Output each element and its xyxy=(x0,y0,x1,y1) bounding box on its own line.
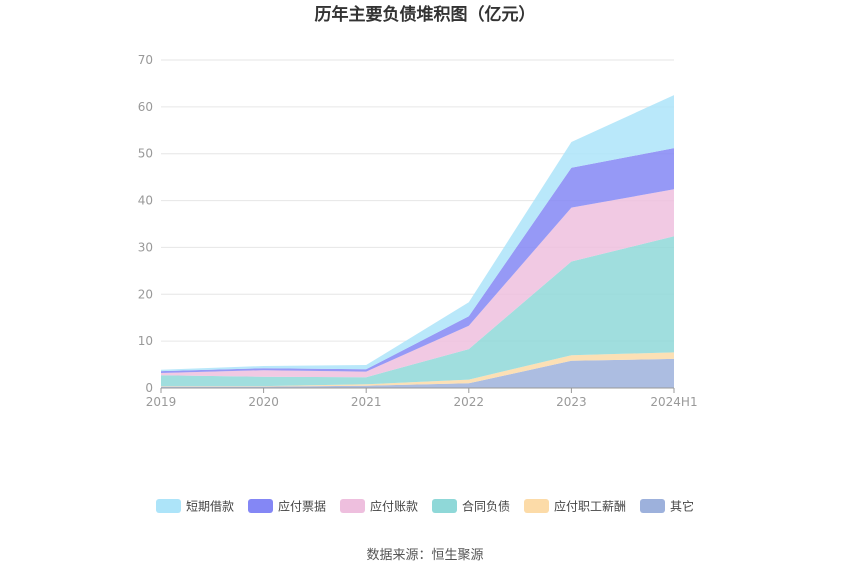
y-tick-label: 20 xyxy=(138,287,153,301)
legend-swatch xyxy=(156,499,181,513)
legend-swatch xyxy=(640,499,665,513)
y-tick-label: 50 xyxy=(138,147,153,161)
area-5 xyxy=(161,95,674,372)
legend-item[interactable]: 短期借款 xyxy=(156,499,234,514)
y-tick-label: 0 xyxy=(145,381,153,395)
x-tick-label: 2024H1 xyxy=(650,395,697,409)
legend-label: 应付账款 xyxy=(370,499,418,514)
area-series xyxy=(161,95,674,388)
legend-label: 合同负债 xyxy=(462,499,510,514)
x-tick-label: 2021 xyxy=(351,395,382,409)
axes: 2019 2020 2021 2022 2023 2024H1 xyxy=(146,387,698,409)
y-tick-label: 70 xyxy=(138,53,153,67)
x-tick-label: 2022 xyxy=(454,395,485,409)
legend-item[interactable]: 应付票据 xyxy=(248,499,326,514)
area-2 xyxy=(161,236,674,387)
area-4 xyxy=(161,148,674,373)
x-tick-label: 2023 xyxy=(556,395,587,409)
y-tick-label: 60 xyxy=(138,100,153,114)
y-tick-label: 30 xyxy=(138,240,153,254)
legend-swatch xyxy=(248,499,273,513)
legend-item[interactable]: 应付职工薪酬 xyxy=(524,499,626,514)
legend-label: 其它 xyxy=(670,499,694,514)
legend-swatch xyxy=(340,499,365,513)
legend-label: 应付票据 xyxy=(278,499,326,514)
chart-title: 历年主要负债堆积图（亿元） xyxy=(315,4,536,25)
legend-item[interactable]: 其它 xyxy=(640,499,694,514)
y-tick-label: 10 xyxy=(138,334,153,348)
legend-swatch xyxy=(432,499,457,513)
legend-label: 短期借款 xyxy=(186,500,234,514)
x-tick-label: 2020 xyxy=(248,395,279,409)
area-1 xyxy=(161,352,674,387)
area-3 xyxy=(161,189,674,378)
legend-swatch xyxy=(524,499,549,513)
legend: 短期借款 应付票据 应付账款 合同负债 应付职工薪酬 其它 xyxy=(156,499,694,514)
x-tick-label: 2019 xyxy=(146,395,177,409)
source-text: 数据来源：恒生聚源 xyxy=(366,548,483,563)
legend-label: 应付职工薪酬 xyxy=(554,499,626,514)
y-tick-label: 40 xyxy=(138,194,153,208)
area-0 xyxy=(161,358,674,388)
legend-item[interactable]: 合同负债 xyxy=(432,499,510,514)
grid-lines: 0 10 20 30 40 50 60 70 xyxy=(138,53,674,395)
legend-item[interactable]: 应付账款 xyxy=(340,499,418,514)
